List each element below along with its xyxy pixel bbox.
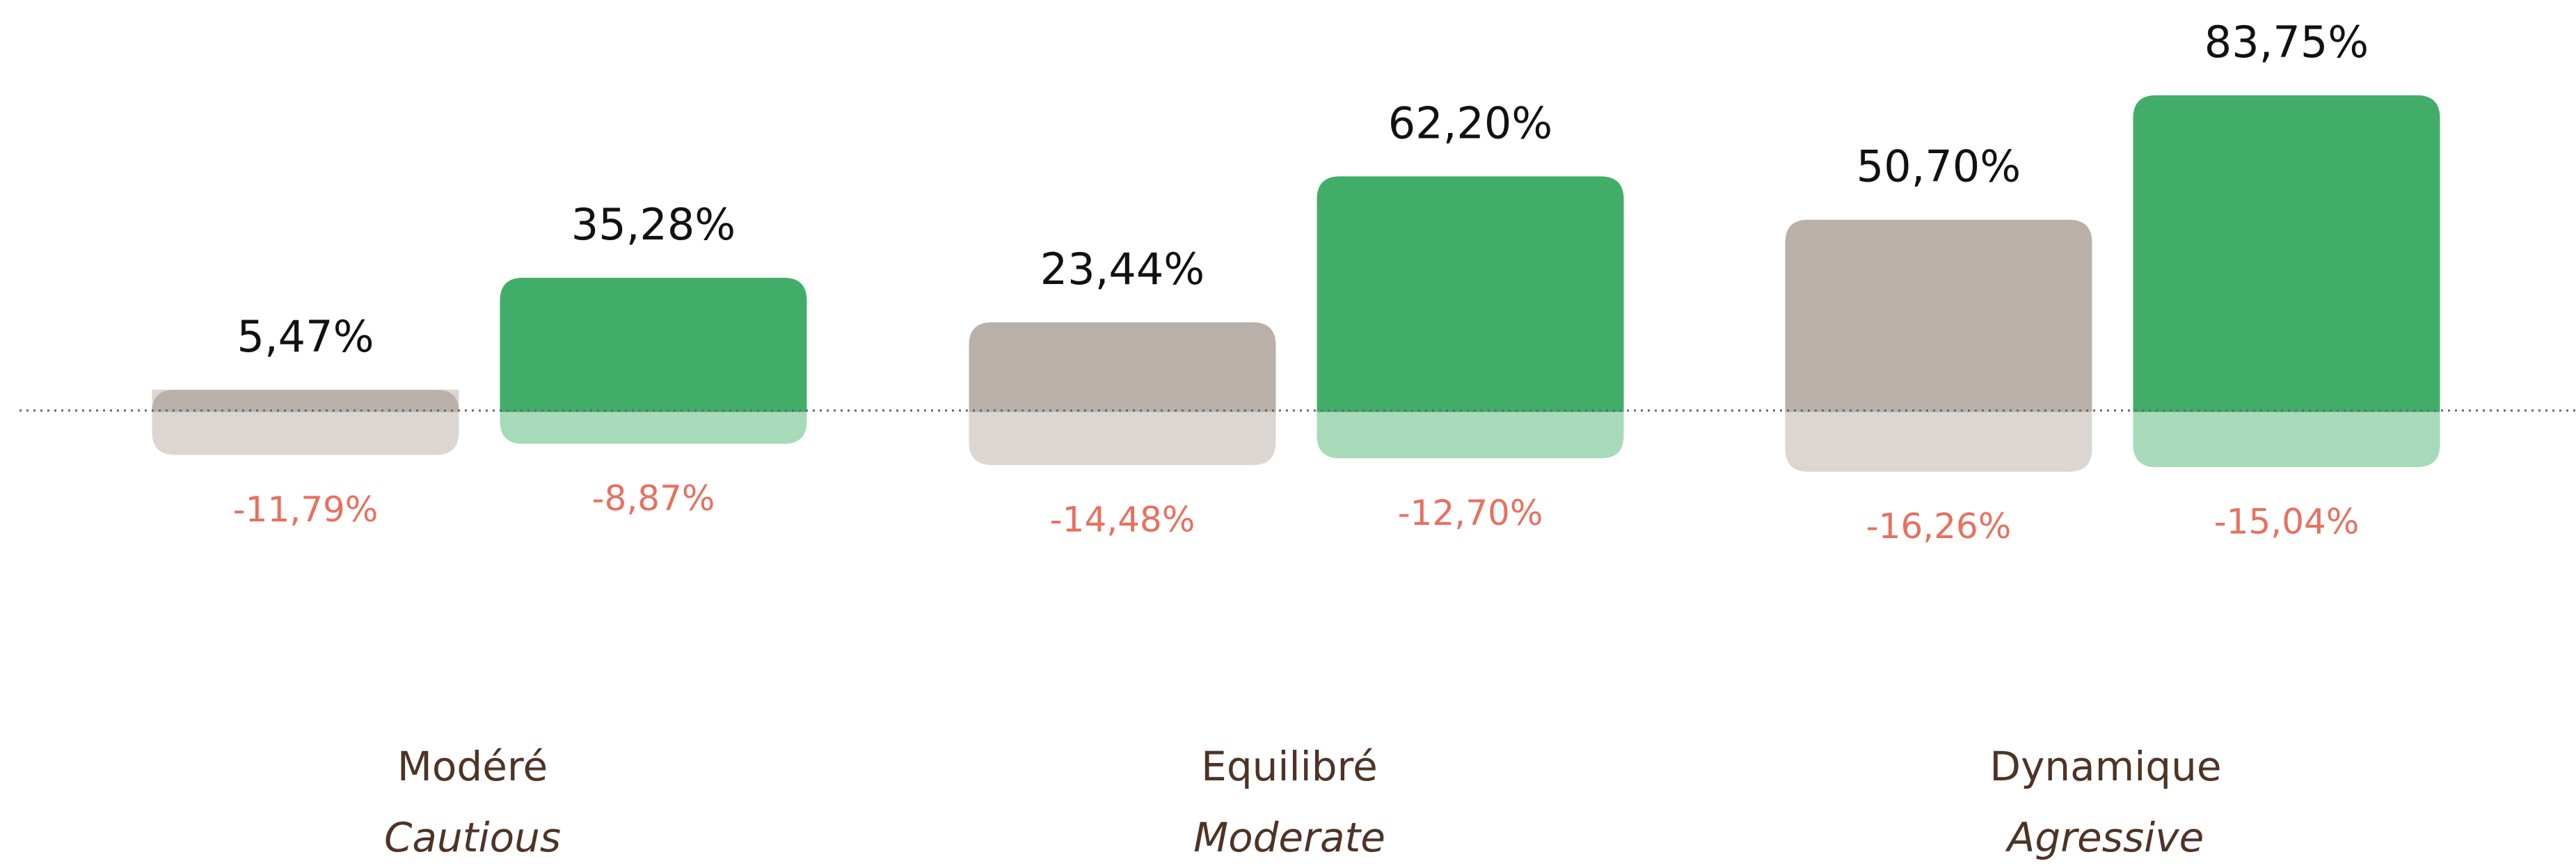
category-label: Modéré <box>397 743 548 790</box>
gain-label: 83,75% <box>2204 17 2369 68</box>
gain-label: 35,28% <box>571 199 736 250</box>
bar-gain <box>500 277 807 412</box>
loss-label: -12,70% <box>1398 493 1543 533</box>
category-subtitle: Moderate <box>1193 814 1385 861</box>
bar-gain <box>1317 176 1624 412</box>
gain-label: 50,70% <box>1857 141 2021 192</box>
bar-gain <box>969 322 1276 412</box>
loss-label: -14,48% <box>1050 500 1195 540</box>
gain-label: 5,47% <box>237 311 374 362</box>
loss-label: -15,04% <box>2214 502 2360 542</box>
loss-label: -16,26% <box>1866 506 2012 546</box>
bar-gain <box>2133 95 2440 412</box>
bar-gain <box>1785 219 2092 412</box>
category-subtitle: Cautious <box>384 814 561 861</box>
category-subtitle: Agressive <box>2005 814 2204 861</box>
gain-label: 62,20% <box>1388 97 1552 148</box>
bar-gain <box>152 390 459 412</box>
category-label: Dynamique <box>1989 743 2221 790</box>
gain-label: 23,44% <box>1040 244 1204 294</box>
loss-label: -11,79% <box>233 489 379 530</box>
loss-label: -8,87% <box>592 478 715 519</box>
category-label: Equilibré <box>1201 743 1378 790</box>
